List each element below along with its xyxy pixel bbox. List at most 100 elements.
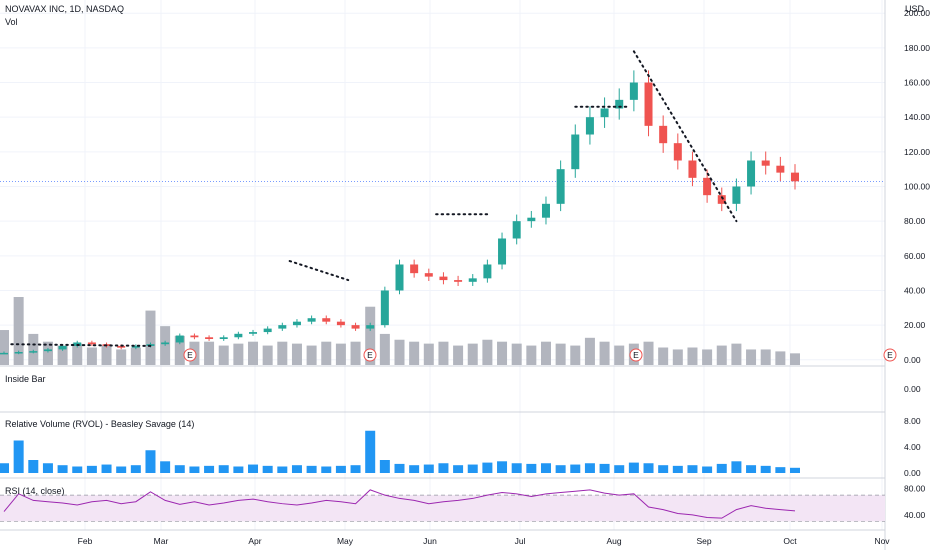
rvol-bar-27: [394, 463, 405, 473]
volume-bar-28: [409, 341, 420, 365]
rvol-tick-0: 8.00: [904, 416, 921, 426]
rsi-band-fill: [0, 495, 885, 522]
month-label-5: Jul: [515, 536, 526, 546]
rvol-bar-51: [746, 465, 757, 473]
volume-bar-3: [42, 341, 53, 365]
volume-bar-42: [614, 345, 625, 365]
rvol-bar-25: [365, 430, 376, 473]
volume-bar-26: [379, 333, 390, 365]
month-label-0: Feb: [78, 536, 93, 546]
price-tick-6: 80.00: [904, 216, 926, 226]
price-tick-3: 140.00: [904, 112, 930, 122]
rvol-bar-40: [584, 463, 595, 473]
rvol-bar-35: [511, 463, 522, 473]
candle-body-35: [512, 221, 521, 239]
rsi-band: [0, 494, 885, 522]
rvol-bar-23: [335, 465, 346, 473]
volume-bar-6: [86, 347, 97, 365]
rvol-bar-53: [775, 467, 786, 473]
volume-bar-23: [335, 343, 346, 365]
rvol-bar-33: [482, 462, 493, 473]
candle-body-11: [161, 342, 170, 345]
earnings-marker-2: [629, 348, 643, 362]
rvol-bar-24: [350, 465, 361, 473]
candle-body-44: [644, 82, 653, 126]
rvol-bar-28: [409, 465, 420, 473]
rsi-title: RSI (14, close): [5, 486, 65, 496]
inside-bar-title: Inside Bar: [5, 374, 46, 384]
volume-bar-5: [72, 343, 83, 365]
rvol-bar-16: [233, 466, 244, 473]
candle-body-25: [366, 325, 375, 329]
volume-bar-36: [526, 345, 537, 365]
rvol-bar-20: [291, 465, 302, 473]
rvol-bar-10: [145, 450, 156, 473]
price-tick-7: 60.00: [904, 251, 926, 261]
volume-bar-31: [453, 345, 464, 365]
price-tick-4: 120.00: [904, 147, 930, 157]
rvol-bar-44: [643, 463, 654, 473]
currency-label: USD: [905, 4, 925, 14]
price-tick-2: 160.00: [904, 78, 930, 88]
candle-body-42: [615, 99, 624, 109]
pattern-lines: [10, 50, 738, 347]
candle-body-53: [776, 165, 785, 173]
rvol-bar-5: [72, 466, 83, 473]
rvol-bar-48: [702, 466, 713, 473]
volume-bar-22: [321, 341, 332, 365]
candle-body-4: [58, 345, 67, 350]
candle-body-30: [439, 276, 448, 281]
rvol-bar-6: [86, 465, 97, 473]
rvol-bar-0: [0, 463, 9, 473]
rvol-bar-30: [438, 463, 449, 473]
month-label-1: Mar: [154, 536, 169, 546]
volume-bar-37: [540, 341, 551, 365]
price-tick-9: 20.00: [904, 320, 926, 330]
volume-bar-44: [643, 341, 654, 365]
volume-bar-7: [101, 345, 112, 365]
candle-body-32: [468, 278, 477, 282]
candle-body-43: [629, 82, 638, 100]
volume-bar-16: [233, 343, 244, 365]
volume-bars: [0, 297, 800, 365]
rsi-tick-1: 40.00: [904, 510, 926, 520]
volume-bar-34: [497, 341, 508, 365]
rvol-bar-32: [467, 464, 478, 473]
earnings-label-0: E: [187, 350, 193, 360]
candle-body-34: [498, 238, 507, 265]
volume-bar-45: [658, 347, 669, 365]
volume-bar-41: [599, 341, 610, 365]
candle-body-41: [600, 108, 609, 118]
rvol-bar-13: [189, 466, 200, 473]
price-tick-0: 200.00: [904, 8, 930, 18]
candle-body-9: [131, 345, 140, 348]
rvol-tick-2: 0.00: [904, 468, 921, 478]
rvol-bar-43: [628, 462, 639, 473]
volume-bar-2: [28, 333, 39, 365]
candle-body-20: [292, 321, 301, 326]
rsi-tick-0: 80.00: [904, 484, 926, 494]
candlesticks: [0, 70, 799, 355]
rvol-bar-17: [248, 464, 259, 473]
candle-body-40: [585, 117, 594, 135]
rvol-bar-42: [614, 465, 625, 473]
volume-bar-0: [0, 330, 9, 365]
volume-bar-38: [555, 343, 566, 365]
volume-bar-54: [790, 353, 800, 365]
volume-bar-51: [746, 349, 757, 365]
volume-bar-18: [262, 345, 273, 365]
earnings-label-1: E: [367, 350, 373, 360]
month-label-3: May: [337, 536, 354, 546]
rvol-bar-46: [672, 465, 683, 473]
rvol-bar-21: [306, 465, 317, 473]
price-tick-10: 0.00: [904, 355, 921, 365]
candle-body-46: [673, 143, 682, 161]
rvol-bar-29: [423, 464, 434, 473]
candle-body-16: [234, 333, 243, 338]
volume-bar-48: [702, 349, 713, 365]
candle-body-21: [307, 318, 316, 322]
rvol-bar-31: [453, 465, 464, 473]
candle-body-23: [336, 321, 345, 326]
volume-bar-35: [511, 343, 522, 365]
